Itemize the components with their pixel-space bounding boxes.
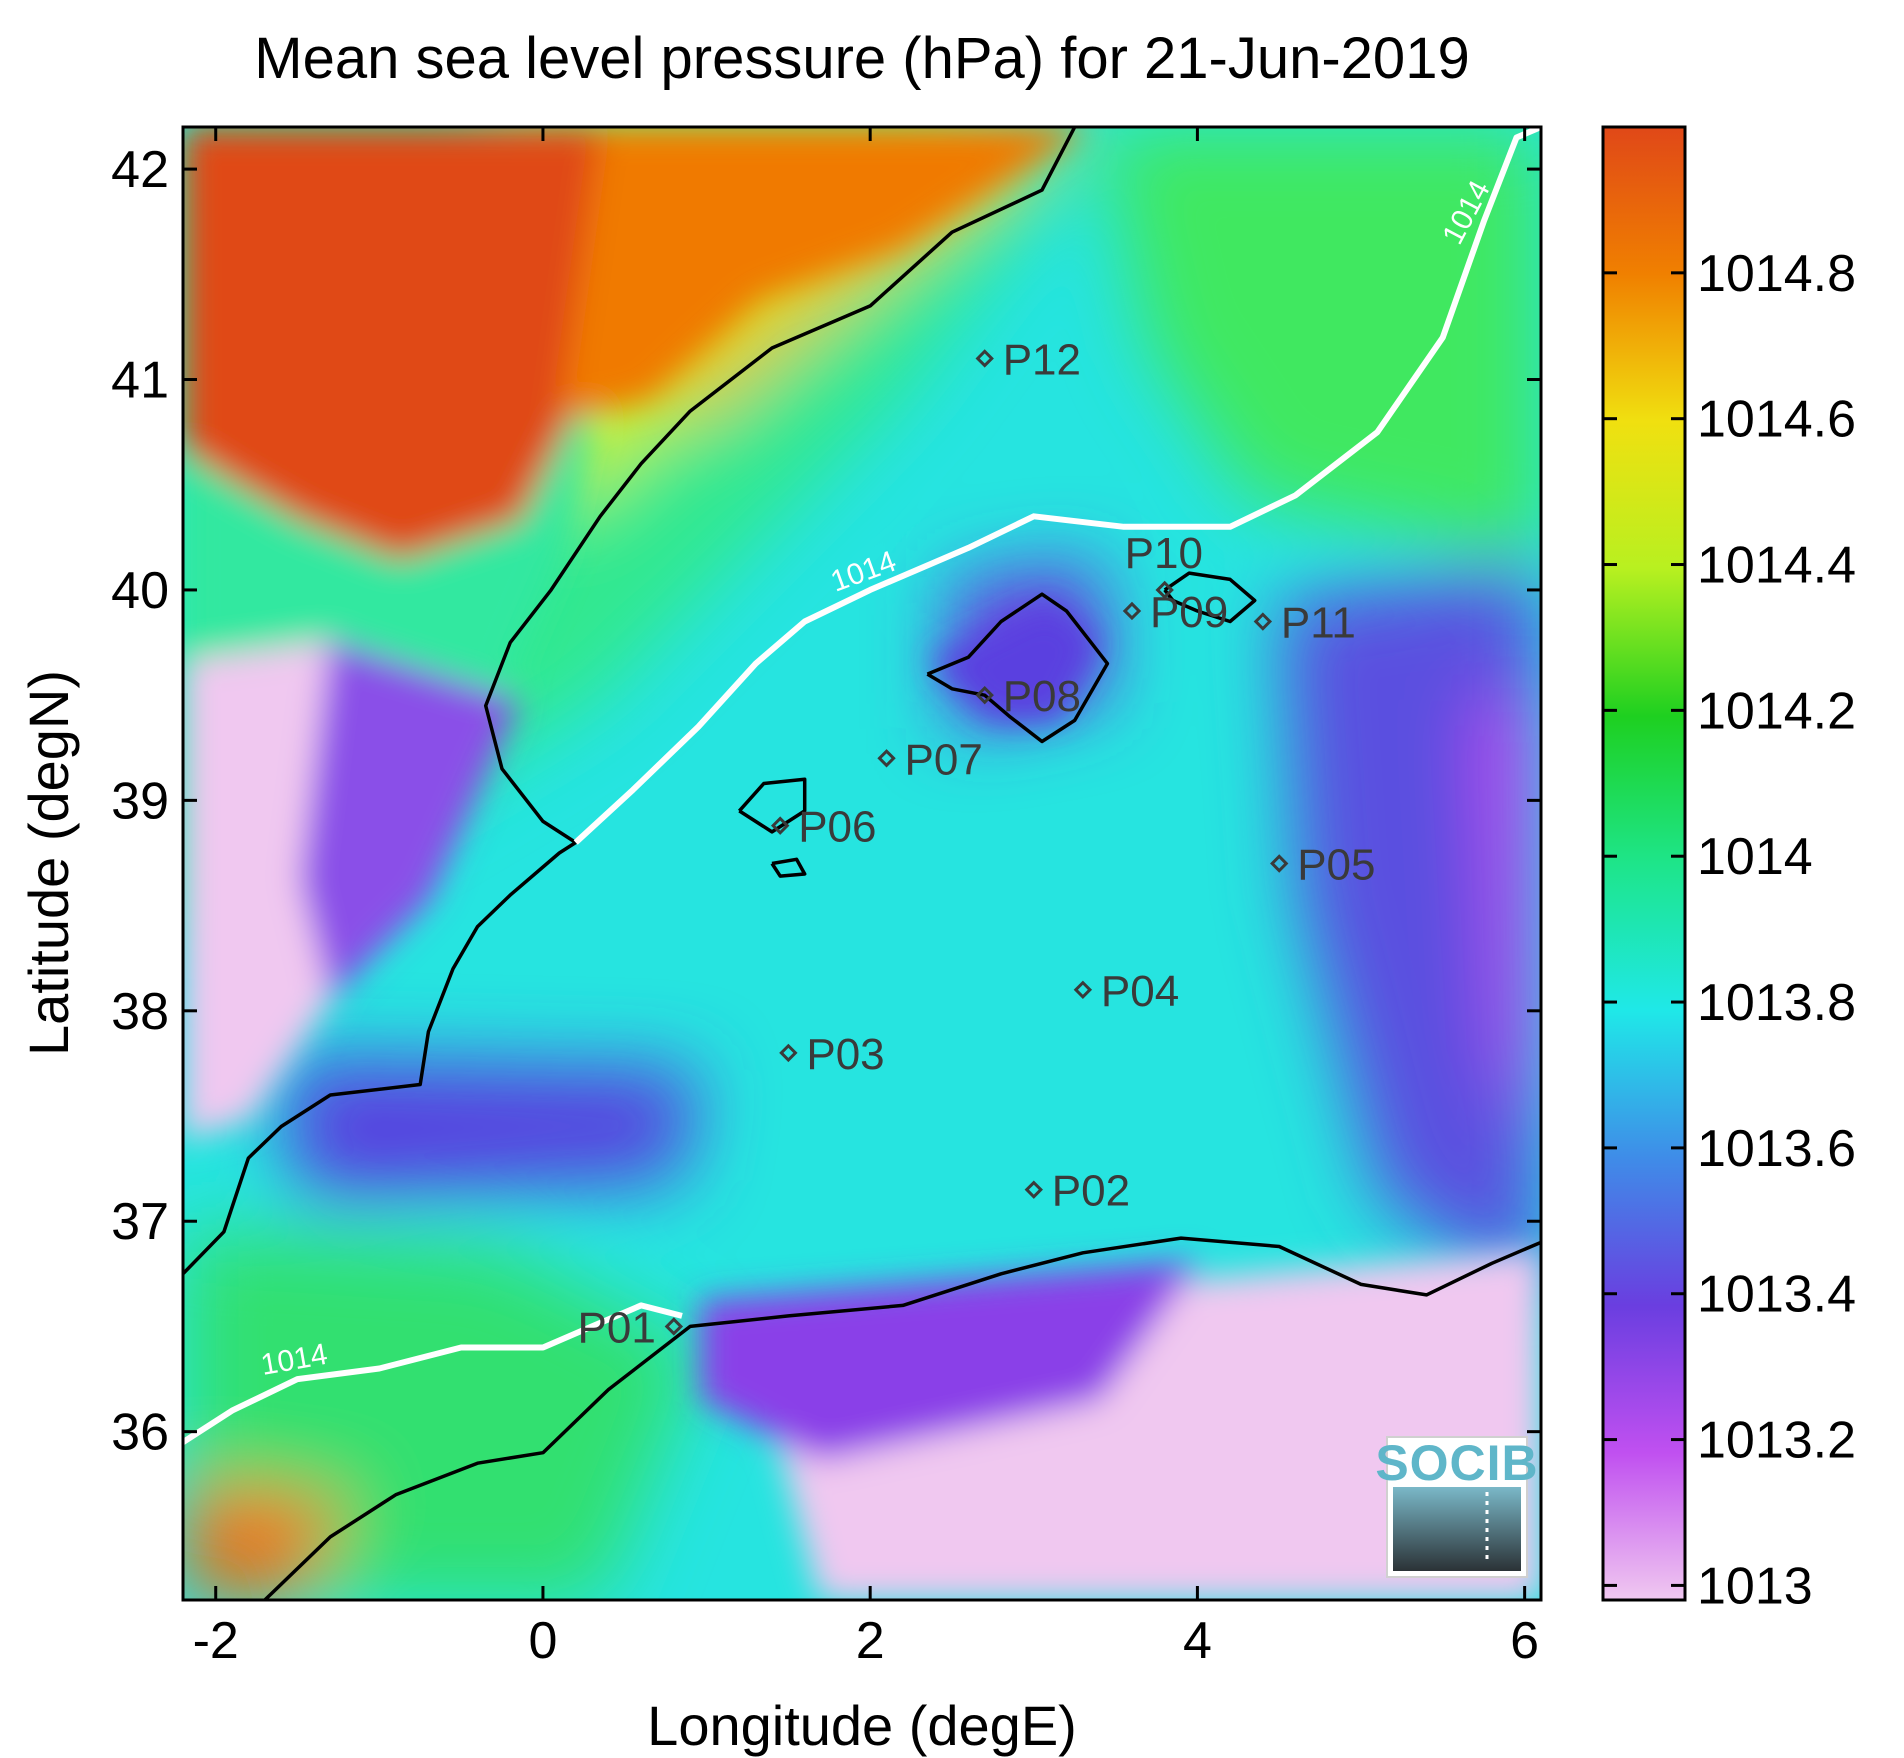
colorbar-tick-label: 1013.2 [1697,1412,1856,1470]
coastline-formentera [770,857,807,878]
y-tick-label: 40 [111,562,169,620]
station-p02: P02 [1024,1167,1130,1216]
station-label: P10 [1125,529,1203,578]
contour-line-line_b [573,127,1541,845]
x-axis-label: Longitude (degE) [647,1694,1077,1757]
coastline-africa [263,1236,1541,1600]
station-marker [1253,612,1273,631]
coastline [183,127,1541,1600]
station-p11: P11 [1253,599,1356,648]
station-label: P08 [1003,672,1081,721]
station-marker [975,685,994,705]
socib-logo: SOCIB [1375,1435,1538,1578]
coastline-mallorca [926,592,1110,744]
colorbar-tick-label: 1014.2 [1697,682,1856,740]
x-tick-label: 6 [1510,1612,1539,1670]
station-marker [1270,854,1289,873]
x-tick-label: -2 [193,1612,239,1670]
coastline-menorca [1163,571,1257,624]
y-tick-label: 37 [111,1193,169,1251]
station-marker [975,349,994,368]
y-tick-label: 42 [111,141,169,199]
contour-line-line_a [183,1302,683,1445]
station-label: P04 [1101,967,1179,1016]
colorbar-tick-label: 1014 [1697,828,1813,886]
station-marker [664,1317,684,1336]
colorbar-tick-label: 1014.6 [1697,391,1856,449]
station-label: P05 [1297,841,1375,890]
station-p05: P05 [1270,841,1376,890]
station-marker [877,749,896,768]
y-tick-label: 36 [111,1404,169,1462]
y-tick-label: 39 [111,772,169,830]
station-marker [1155,580,1174,600]
x-tick-label: 4 [1183,1612,1212,1670]
station-label: P12 [1003,335,1081,384]
contour-1014 [183,127,1541,1445]
colorbar-tick-label: 1013.8 [1697,974,1856,1032]
colorbar-tick-label: 1013 [1697,1557,1813,1615]
station-marker [771,816,790,835]
socib-logo-text: SOCIB [1375,1435,1538,1491]
station-marker [779,1043,798,1063]
colorbar-tick-label: 1014.8 [1697,245,1856,303]
station-label: P03 [806,1030,884,1079]
station-label: P07 [905,735,983,784]
colorbar-tick-label: 1013.4 [1697,1266,1856,1324]
station-label: P06 [798,803,876,852]
x-tick-label: 2 [856,1612,885,1670]
x-tick-label: 0 [528,1612,557,1670]
map-frame [181,125,1543,1602]
y-axis-label: Latitude (degN) [17,670,80,1056]
station-p12: P12 [975,335,1081,384]
station-marker [1024,1180,1043,1199]
station-marker [1122,601,1142,621]
station-p07: P07 [877,735,983,784]
y-tick-label: 38 [111,983,169,1041]
station-p03: P03 [779,1030,885,1079]
station-p08: P08 [975,672,1081,721]
station-label: P11 [1281,599,1356,648]
colorbar-tick-label: 1013.6 [1697,1120,1856,1178]
station-p10: P10 [1125,529,1203,600]
station-marker [1073,980,1093,999]
station-label: P02 [1052,1167,1130,1216]
chart-title: Mean sea level pressure (hPa) for 21-Jun… [254,26,1469,91]
station-p01: P01 [578,1303,684,1352]
station-p06: P06 [771,803,876,852]
station-label: P01 [578,1303,656,1352]
station-p04: P04 [1073,967,1179,1016]
coastline-iberia [183,127,1077,1276]
colorbar: 1013 1013.2 1013.4 1013.6 1013.8 1014 1014.2 10… [1601,125,1856,1615]
coastline-ibiza [737,777,807,834]
colorbar-tick-label: 1014.4 [1697,537,1856,595]
y-tick-label: 41 [111,352,169,410]
